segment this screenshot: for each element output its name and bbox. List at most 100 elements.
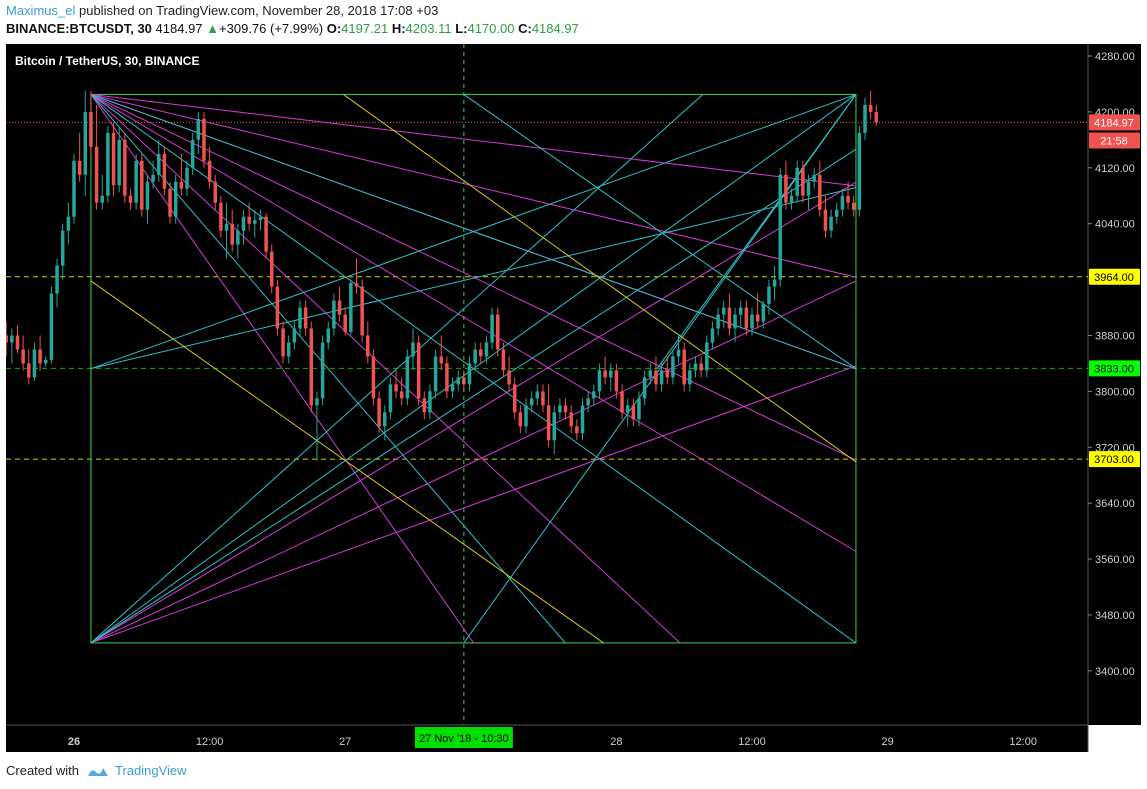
- candle-139[interactable]: [789, 188, 794, 210]
- candle-94[interactable]: [535, 384, 540, 406]
- candle-67[interactable]: [382, 405, 387, 441]
- candle-40[interactable]: [230, 209, 234, 252]
- candle-108[interactable]: [614, 363, 619, 399]
- candle-38[interactable]: [219, 195, 223, 238]
- candle-6[interactable]: [38, 335, 42, 371]
- candle-28[interactable]: [162, 146, 167, 196]
- candle-119[interactable]: [676, 335, 681, 364]
- candle-99[interactable]: [563, 398, 568, 420]
- candle-57[interactable]: [326, 321, 331, 350]
- candle-132[interactable]: [750, 307, 754, 336]
- candle-144[interactable]: [818, 160, 822, 217]
- candle-35[interactable]: [202, 111, 206, 168]
- candle-116[interactable]: [659, 363, 664, 392]
- candle-82[interactable]: [467, 356, 472, 392]
- candle-93[interactable]: [529, 391, 534, 413]
- candle-95[interactable]: [541, 384, 545, 413]
- candle-72[interactable]: [411, 328, 415, 371]
- candle-111[interactable]: [631, 398, 636, 427]
- candle-68[interactable]: [388, 377, 393, 420]
- candle-8[interactable]: [49, 286, 54, 364]
- candle-122[interactable]: [693, 356, 698, 378]
- candle-12[interactable]: [72, 153, 76, 224]
- candle-74[interactable]: [422, 391, 427, 420]
- candle-70[interactable]: [399, 377, 404, 406]
- candle-127[interactable]: [721, 300, 726, 329]
- candle-97[interactable]: [552, 405, 557, 455]
- candle-106[interactable]: [603, 356, 607, 385]
- candle-133[interactable]: [755, 293, 760, 329]
- candle-104[interactable]: [592, 384, 596, 406]
- candle-90[interactable]: [512, 377, 517, 420]
- candle-140[interactable]: [795, 160, 799, 203]
- candle-152[interactable]: [863, 97, 867, 140]
- candle-65[interactable]: [371, 349, 376, 406]
- candle-125[interactable]: [710, 321, 715, 350]
- candle-103[interactable]: [586, 391, 590, 413]
- price-axis[interactable]: [1088, 44, 1141, 725]
- candle-39[interactable]: [224, 202, 229, 259]
- candle-32[interactable]: [185, 160, 189, 196]
- candle-136[interactable]: [772, 265, 777, 301]
- candle-42[interactable]: [241, 209, 246, 245]
- candle-0[interactable]: [4, 321, 8, 357]
- candle-36[interactable]: [207, 146, 212, 189]
- candle-75[interactable]: [428, 384, 432, 420]
- candle-16[interactable]: [94, 104, 99, 210]
- candle-10[interactable]: [60, 223, 65, 280]
- candle-151[interactable]: [857, 125, 862, 217]
- candle-96[interactable]: [546, 384, 551, 448]
- candle-18[interactable]: [106, 125, 110, 203]
- candle-118[interactable]: [671, 349, 675, 385]
- candle-117[interactable]: [665, 356, 670, 385]
- candle-19[interactable]: [111, 122, 116, 196]
- candle-53[interactable]: [303, 300, 308, 336]
- candle-154[interactable]: [874, 104, 879, 126]
- candle-87[interactable]: [495, 307, 500, 357]
- candle-56[interactable]: [320, 335, 325, 406]
- candle-131[interactable]: [744, 300, 749, 336]
- candle-79[interactable]: [450, 377, 455, 399]
- candle-49[interactable]: [281, 321, 285, 364]
- candle-112[interactable]: [637, 391, 641, 427]
- candle-142[interactable]: [806, 174, 811, 210]
- candle-29[interactable]: [168, 181, 172, 224]
- candle-129[interactable]: [733, 307, 737, 343]
- candle-23[interactable]: [134, 153, 138, 210]
- candle-120[interactable]: [682, 342, 686, 392]
- candle-3[interactable]: [21, 335, 25, 371]
- candle-14[interactable]: [83, 90, 88, 196]
- candle-101[interactable]: [575, 419, 579, 441]
- candle-13[interactable]: [77, 132, 82, 182]
- candle-17[interactable]: [100, 174, 105, 210]
- candle-92[interactable]: [524, 398, 528, 434]
- candle-59[interactable]: [337, 286, 342, 322]
- candle-43[interactable]: [247, 202, 251, 231]
- candle-153[interactable]: [868, 90, 873, 119]
- candle-84[interactable]: [479, 342, 483, 364]
- candle-15[interactable]: [89, 90, 93, 154]
- candle-134[interactable]: [761, 300, 766, 329]
- candle-148[interactable]: [840, 188, 845, 217]
- candle-147[interactable]: [834, 202, 839, 224]
- candle-114[interactable]: [648, 363, 653, 385]
- candle-54[interactable]: [309, 321, 314, 413]
- candle-50[interactable]: [286, 335, 291, 364]
- candle-11[interactable]: [66, 202, 71, 245]
- candle-98[interactable]: [558, 398, 562, 420]
- candle-27[interactable]: [156, 139, 161, 182]
- candle-46[interactable]: [264, 213, 268, 259]
- candle-85[interactable]: [484, 335, 489, 364]
- candle-69[interactable]: [394, 370, 398, 399]
- candle-107[interactable]: [608, 363, 613, 392]
- candle-78[interactable]: [445, 356, 449, 399]
- candle-24[interactable]: [140, 153, 144, 217]
- candle-2[interactable]: [15, 324, 20, 353]
- candle-9[interactable]: [55, 258, 59, 308]
- candle-48[interactable]: [275, 279, 280, 336]
- candle-128[interactable]: [727, 293, 732, 336]
- candle-7[interactable]: [43, 356, 48, 367]
- candle-33[interactable]: [190, 132, 195, 175]
- candle-20[interactable]: [117, 125, 121, 193]
